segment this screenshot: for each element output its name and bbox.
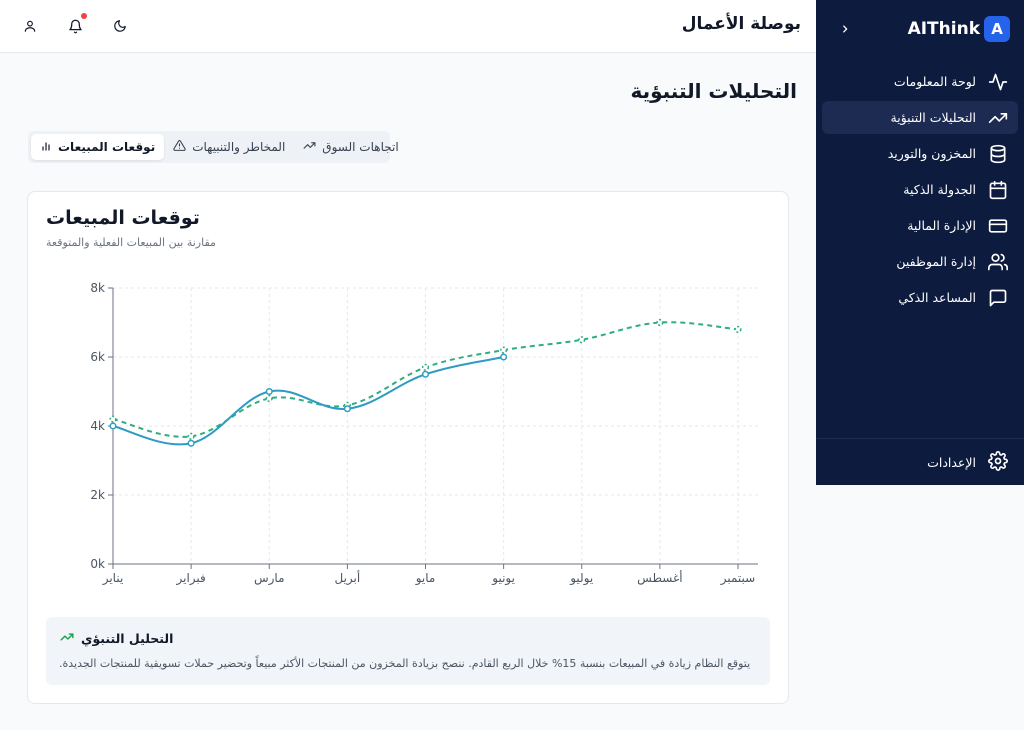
sidebar: A AIThink لوحة المعلومات التحليلات التنب… [816,0,1024,485]
x-tick-label: يوليو [569,571,593,586]
alert-triangle-icon [173,139,186,155]
forecast-sales-point [578,336,586,344]
trending-up-icon [988,108,1008,128]
database-icon [988,144,1008,164]
brand-logo: A [984,16,1010,42]
card-title: توقعات المبيعات [46,207,200,229]
bar-chart-icon [40,140,52,155]
tab-market-trends[interactable]: اتجاهات السوق [294,134,407,160]
sidebar-divider [816,438,1024,439]
users-icon [988,252,1008,272]
x-tick-label: مارس [254,571,285,586]
sidebar-item-predictive-analytics[interactable]: التحليلات التنبؤية [822,101,1018,134]
y-tick-label: 2k [90,488,105,502]
insight-text: .يتوقع النظام زيادة في المبيعات بنسبة 15… [59,657,751,670]
forecast-sales-point [265,394,273,402]
insight-title: التحليل التنبؤي [81,631,174,646]
gear-icon [988,451,1008,474]
tab-sales-forecast[interactable]: توقعات المبيعات [31,134,165,160]
credit-card-icon [988,216,1008,236]
message-square-icon [988,288,1008,308]
x-tick-label: سبتمبر [720,571,755,586]
x-tick-label: يناير [102,571,124,586]
x-tick-label: مايو [415,571,436,586]
sales-line-chart: 0k 2k 4k 6k 8k يناير فبراير مارس أبريل مايو يونيو ي… [90,281,758,586]
card-subtitle: مقارنة بين المبيعات الفعلية والمتوقعة [46,236,216,249]
trending-up-icon [59,630,75,647]
x-tick-label: أبريل [335,570,361,586]
top-header: بوصلة الأعمال [0,0,816,53]
x-tick-label: يونيو [491,571,515,586]
forecast-sales-point [187,432,195,440]
tab-bar: توقعات المبيعات المخاطر والتنبيهات اتجاه… [28,131,399,163]
actual-sales-point [421,370,430,378]
brand-name: AIThink [907,19,980,39]
y-tick-label: 8k [90,281,105,295]
sales-forecast-card: توقعات المبيعات مقارنة بين المبيعات الفع… [27,191,789,704]
sidebar-item-inventory[interactable]: المخزون والتوريد [822,137,1018,170]
sidebar-item-dashboard[interactable]: لوحة المعلومات [822,65,1018,98]
y-tick-label: 4k [90,419,105,433]
calendar-icon [988,180,1008,200]
actual-sales-point [500,353,508,361]
sidebar-item-settings[interactable]: الإعدادات [822,446,1018,479]
chevron-right-icon[interactable] [836,18,854,40]
forecast-sales-point [109,415,117,423]
actual-sales-point [343,405,351,413]
tab-risks-alerts[interactable]: المخاطر والتنبيهات [164,134,294,160]
app-title: بوصلة الأعمال [681,14,801,34]
insight-header: التحليل التنبؤي [59,630,173,647]
sidebar-item-finance[interactable]: الإدارة المالية [822,209,1018,242]
brand: A AIThink [908,14,1010,44]
trending-up-icon [303,139,316,155]
sidebar-item-assistant[interactable]: المساعد الذكي [822,281,1018,314]
insight-box: التحليل التنبؤي .يتوقع النظام زيادة في ا… [46,617,770,685]
forecast-sales-point [421,363,430,371]
page-title: التحليلات التنبؤية [630,79,797,103]
moon-icon[interactable] [110,16,130,36]
activity-icon [988,72,1008,92]
actual-sales-point [109,422,117,430]
user-icon[interactable] [20,16,40,36]
bell-icon[interactable] [65,13,87,36]
actual-sales-line [112,356,504,446]
sidebar-item-employees[interactable]: إدارة الموظفين [822,245,1018,278]
actual-sales-point [265,387,273,396]
forecast-sales-point [500,346,508,354]
sidebar-item-scheduling[interactable]: الجدولة الذكية [822,173,1018,206]
actual-sales-point [187,439,195,447]
y-tick-label: 0k [90,557,105,571]
forecast-sales-line [112,321,739,438]
sidebar-nav: لوحة المعلومات التحليلات التنبؤية المخزو… [822,65,1018,317]
x-tick-label: أغسطس [637,570,682,586]
x-tick-label: فبراير [175,571,205,586]
forecast-sales-point [656,318,664,327]
notification-dot [81,13,87,19]
forecast-sales-point [734,325,742,333]
y-tick-label: 6k [90,350,105,364]
